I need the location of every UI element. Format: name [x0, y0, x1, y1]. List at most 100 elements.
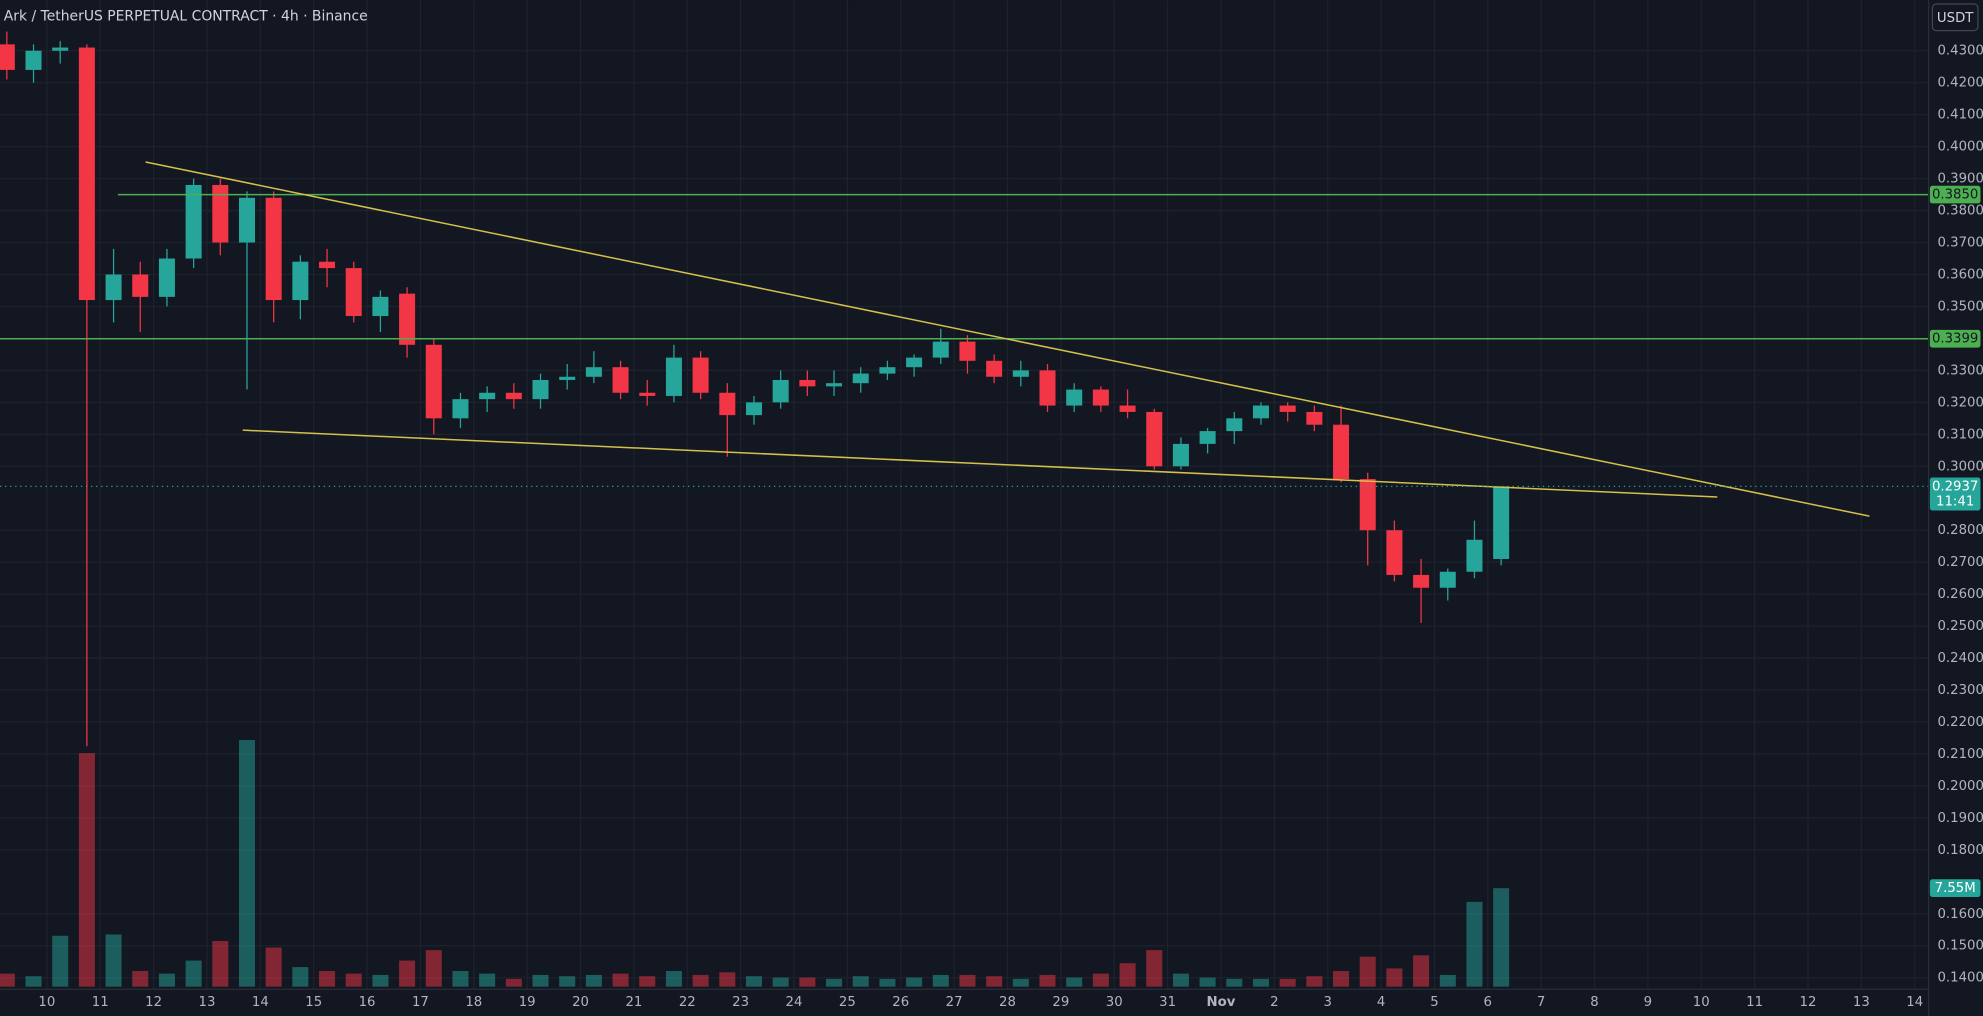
- candle-body: [1146, 411, 1163, 467]
- y-tick-label: 0.1500: [1937, 939, 1983, 954]
- volume-bar: [1199, 977, 1216, 987]
- trend-line: [242, 429, 1718, 498]
- y-tick-label: 0.2800: [1937, 523, 1983, 538]
- x-tick-label: 14: [1906, 995, 1923, 1010]
- candle-body: [1493, 486, 1510, 559]
- y-tick-label: 0.1400: [1937, 971, 1983, 986]
- volume-bar: [372, 974, 389, 987]
- chart-title: Ark / TetherUS PERPETUAL CONTRACT · 4h ·…: [4, 9, 368, 25]
- x-tick-label: 20: [572, 995, 589, 1010]
- x-tick-label: 23: [732, 995, 749, 1010]
- x-tick-label: 31: [1159, 995, 1176, 1010]
- candle-body: [132, 274, 149, 297]
- y-tick-label: 0.2400: [1937, 651, 1983, 666]
- x-tick-label: 8: [1590, 995, 1598, 1010]
- volume-bar: [1493, 888, 1510, 987]
- y-tick-label: 0.2200: [1937, 715, 1983, 730]
- candle-body: [1466, 539, 1483, 572]
- candle-body: [1359, 479, 1376, 531]
- y-tick-label: 0.3900: [1937, 172, 1983, 187]
- volume-bar: [1066, 977, 1083, 987]
- candle-body: [292, 261, 309, 301]
- volume-bar: [1146, 950, 1163, 987]
- candle-body: [1119, 405, 1136, 412]
- x-tick-label: 29: [1052, 995, 1069, 1010]
- x-tick-label: 21: [625, 995, 642, 1010]
- level-badge: [1929, 185, 1981, 204]
- y-tick-label: 0.3000: [1937, 459, 1983, 474]
- y-tick-label: 0.4300: [1937, 44, 1983, 59]
- x-tick-label: 22: [679, 995, 696, 1010]
- currency-button[interactable]: [1931, 3, 1979, 32]
- volume-bar: [479, 973, 496, 987]
- volume-bar: [852, 976, 869, 987]
- volume-bar: [932, 974, 949, 987]
- y-tick-label: 0.1800: [1937, 843, 1983, 858]
- volume-bar: [772, 977, 789, 987]
- x-tick-label: 10: [38, 995, 55, 1010]
- x-tick-label: 2: [1270, 995, 1278, 1010]
- candle-body: [719, 392, 736, 416]
- x-tick-label: 11: [92, 995, 109, 1010]
- volume-bar: [532, 974, 549, 987]
- x-tick-label: 12: [145, 995, 162, 1010]
- volume-bar: [1306, 976, 1323, 987]
- x-tick-label: 17: [412, 995, 429, 1010]
- candle-body: [345, 268, 362, 317]
- candle-body: [1279, 405, 1296, 412]
- volume-bar: [585, 974, 602, 987]
- candle-body: [1386, 530, 1403, 575]
- x-tick-label: 5: [1430, 995, 1438, 1010]
- candle-body: [532, 379, 549, 400]
- x-tick-label: 19: [519, 995, 536, 1010]
- y-tick-label: 0.4100: [1937, 108, 1983, 123]
- x-tick-label: 11: [1746, 995, 1763, 1010]
- volume-bar: [319, 971, 336, 987]
- volume-badge-label: 7.55M: [1935, 881, 1976, 896]
- volume-bar: [1012, 978, 1029, 987]
- volume-bar: [452, 971, 469, 987]
- y-tick-label: 0.1600: [1937, 907, 1983, 922]
- volume-bar: [1386, 968, 1403, 987]
- x-tick-label: 26: [892, 995, 909, 1010]
- x-tick-label: 14: [252, 995, 269, 1010]
- volume-bar: [639, 976, 656, 987]
- y-tick-label: 0.2600: [1937, 587, 1983, 602]
- volume-bar: [52, 935, 69, 987]
- volume-bar: [1172, 973, 1189, 987]
- x-tick-label: 30: [1106, 995, 1123, 1010]
- candle-body: [105, 274, 122, 301]
- grid: [0, 0, 1929, 990]
- x-tick-label: 13: [199, 995, 216, 1010]
- x-tick-label: 16: [359, 995, 376, 1010]
- level-badge-label: 0.3850: [1932, 188, 1978, 203]
- candle-body: [826, 383, 843, 387]
- candle-body: [479, 392, 496, 400]
- volume-bar: [1439, 974, 1456, 987]
- x-tick-label: 3: [1323, 995, 1331, 1010]
- level-badge: [1929, 329, 1981, 348]
- candle-body: [852, 373, 869, 384]
- volume-bar: [158, 973, 175, 987]
- volume-bar: [1466, 901, 1483, 987]
- volume-bar: [1279, 978, 1296, 987]
- y-tick-label: 0.3500: [1937, 299, 1983, 314]
- volume-bar: [505, 978, 522, 987]
- currency-label[interactable]: USDT: [1937, 11, 1974, 26]
- volume-pane: [0, 740, 1510, 987]
- volume-bar: [265, 947, 282, 987]
- candle-body: [1172, 443, 1189, 467]
- y-tick-label: 0.4000: [1937, 140, 1983, 155]
- volume-bar: [1252, 978, 1269, 987]
- x-tick-label: 6: [1484, 995, 1492, 1010]
- candle-body: [1092, 389, 1109, 406]
- candle-body: [0, 44, 15, 70]
- candle-body: [319, 261, 336, 269]
- candle-body: [1066, 389, 1083, 406]
- candle-body: [25, 50, 42, 70]
- x-tick-label: 18: [465, 995, 482, 1010]
- last-price-label: 0.2937: [1932, 479, 1978, 494]
- volume-bar: [959, 974, 976, 987]
- volume-bar: [799, 977, 816, 987]
